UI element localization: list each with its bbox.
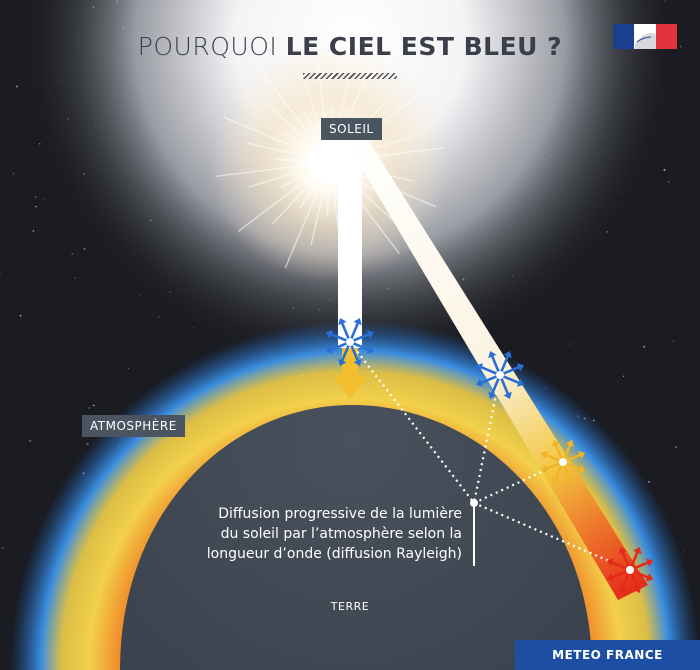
blue-scatter-star-icon (326, 318, 374, 366)
atmosphere-label: ATMOSPHÈRE (82, 415, 185, 437)
diffusion-line-1: Diffusion progressive de la lumière (218, 506, 462, 522)
earth-label: TERRE (330, 600, 370, 613)
vertical-light-beam (338, 140, 362, 348)
title-underline (303, 73, 397, 79)
blue-scatter-star-icon (476, 351, 524, 399)
diffusion-line-3: longueur d’onde (diffusion Rayleigh) (206, 546, 462, 562)
title-light: POURQUOI (137, 32, 278, 61)
red-scatter-star-icon (606, 546, 654, 594)
french-republic-flag-icon (613, 24, 677, 49)
observer-point (470, 499, 478, 507)
yellow-scatter-star-icon (540, 439, 586, 485)
meteo-france-badge: METEO FRANCE (515, 640, 700, 670)
earth-globe (120, 405, 592, 670)
diffusion-caption: Diffusion progressive de la lumière du s… (180, 504, 462, 564)
scattering-paths (349, 341, 631, 572)
down-arrow-icon (333, 348, 367, 399)
page-title: POURQUOI LE CIEL EST BLEU ? (0, 32, 700, 61)
oblique-light-beam (345, 140, 648, 600)
diffusion-line-2: du soleil par l’atmosphère selon la (220, 526, 462, 542)
title-bold: LE CIEL EST BLEU ? (285, 32, 563, 61)
sun-label: SOLEIL (321, 118, 382, 140)
